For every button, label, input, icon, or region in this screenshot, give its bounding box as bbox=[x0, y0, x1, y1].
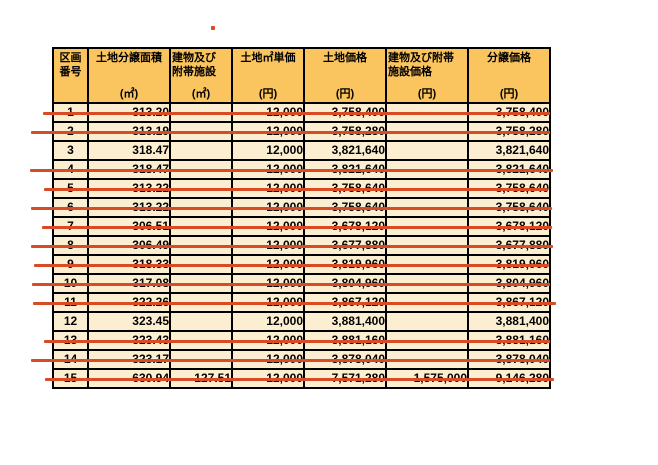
header-title: 土地㎡単価 bbox=[240, 52, 296, 64]
cell-facility_price bbox=[385, 311, 469, 332]
cell-building_area bbox=[169, 311, 233, 332]
cell-no: 3 bbox=[52, 140, 89, 161]
header-unit: (㎡) bbox=[191, 88, 211, 100]
cell-total_price: 3,881,400 bbox=[467, 311, 551, 332]
cell-area: 323.43 bbox=[87, 330, 171, 351]
strike-line bbox=[43, 111, 550, 115]
header-title: 分譲価格 bbox=[487, 52, 531, 64]
cell-building_area bbox=[169, 216, 233, 237]
col-header-building_area: 建物及び 附帯施設 (㎡) bbox=[169, 47, 233, 104]
table-row: 3 318.47 12,000 3,821,640 3,821,640 bbox=[52, 140, 551, 161]
price-table: 区画 番号 土地分譲面積 (㎡) 建物及び 附帯施設 (㎡) 土地㎡単価 (円) 土地価格 (円) 建… bbox=[52, 47, 551, 389]
cell-no: 12 bbox=[52, 311, 89, 332]
strike-line bbox=[44, 187, 548, 191]
header-row: 区画 番号 土地分譲面積 (㎡) 建物及び 附帯施設 (㎡) 土地㎡単価 (円) 土地価格 (円) 建… bbox=[52, 47, 551, 104]
strike-line bbox=[42, 225, 552, 229]
cell-building_area bbox=[169, 140, 233, 161]
cell-total_price: 3,821,640 bbox=[467, 140, 551, 161]
col-header-facility_price: 建物及び附帯 施設価格 (円) bbox=[385, 47, 469, 104]
table-row: 12 323.45 12,000 3,881,400 3,881,400 bbox=[52, 311, 551, 332]
col-header-land_price: 土地価格 (円) bbox=[303, 47, 387, 104]
header-title: 土地分譲面積 bbox=[96, 52, 162, 64]
header-title: 区画 番号 bbox=[59, 52, 82, 78]
cell-total_price: 3,819,960 bbox=[467, 254, 551, 275]
header-unit: (㎡) bbox=[119, 88, 139, 100]
strike-line bbox=[44, 339, 550, 343]
header-unit: (円) bbox=[417, 88, 437, 100]
header-cell-content: 土地分譲面積 (㎡) bbox=[90, 50, 168, 101]
strike-line bbox=[34, 263, 549, 267]
cell-area: 318.47 bbox=[87, 140, 171, 161]
cell-facility_price bbox=[385, 140, 469, 161]
table-header: 区画 番号 土地分譲面積 (㎡) 建物及び 附帯施設 (㎡) 土地㎡単価 (円) 土地価格 (円) 建… bbox=[52, 47, 551, 104]
header-title: 建物及び 附帯施設 bbox=[172, 52, 216, 78]
cell-total_price: 9,146,280 bbox=[467, 368, 551, 389]
header-title: 土地価格 bbox=[323, 52, 367, 64]
strike-line bbox=[31, 206, 552, 210]
strike-line bbox=[45, 377, 554, 381]
cell-land_price: 3,881,400 bbox=[303, 311, 387, 332]
header-cell-content: 分譲価格 (円) bbox=[470, 50, 548, 101]
strike-line bbox=[31, 358, 550, 362]
col-header-no: 区画 番号 bbox=[52, 47, 89, 104]
cell-total_price: 3,758,640 bbox=[467, 197, 551, 218]
strike-line bbox=[31, 130, 550, 134]
col-header-unit_price: 土地㎡単価 (円) bbox=[231, 47, 305, 104]
header-unit: (円) bbox=[499, 88, 519, 100]
header-cell-content: 土地価格 (円) bbox=[306, 50, 384, 101]
cell-land_price: 3,821,640 bbox=[303, 140, 387, 161]
header-cell-content: 建物及び附帯 施設価格 (円) bbox=[388, 50, 466, 101]
col-header-total_price: 分譲価格 (円) bbox=[467, 47, 551, 104]
strike-line bbox=[33, 301, 556, 305]
header-cell-content: 建物及び 附帯施設 (㎡) bbox=[172, 50, 230, 101]
header-cell-content: 区画 番号 bbox=[55, 50, 86, 101]
strike-line bbox=[31, 244, 553, 248]
header-unit: (円) bbox=[335, 88, 355, 100]
header-unit: (円) bbox=[258, 88, 278, 100]
strike-line bbox=[32, 282, 550, 286]
cell-unit_price: 12,000 bbox=[231, 311, 305, 332]
cell-area: 323.45 bbox=[87, 311, 171, 332]
header-cell-content: 土地㎡単価 (円) bbox=[234, 50, 302, 101]
red-dot-annotation bbox=[211, 26, 215, 30]
strike-line bbox=[30, 168, 553, 172]
header-title: 建物及び附帯 施設価格 bbox=[388, 52, 454, 78]
cell-unit_price: 12,000 bbox=[231, 140, 305, 161]
col-header-area: 土地分譲面積 (㎡) bbox=[87, 47, 171, 104]
